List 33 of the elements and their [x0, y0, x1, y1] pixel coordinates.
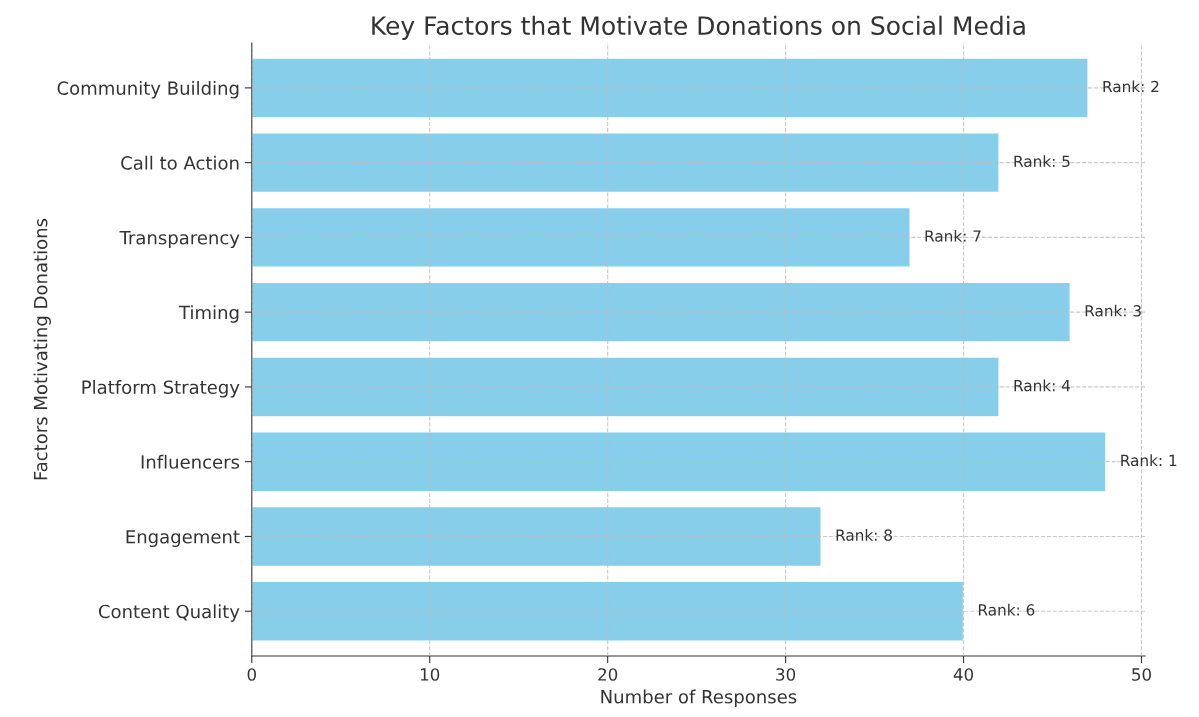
annotation: Rank: 3 — [1085, 304, 1141, 317]
y-tick-label: Platform Strategy — [82, 380, 240, 398]
y-tick-label: Content Quality — [98, 604, 240, 622]
annotation: Rank: 8 — [836, 529, 892, 541]
bar — [251, 206, 911, 268]
x-tick-label: 40 — [953, 668, 974, 681]
x-tick-label: 0 — [247, 668, 256, 681]
bar — [251, 281, 1072, 343]
bar — [251, 57, 1089, 119]
y-axis-title: Factors Motivating Donations — [33, 218, 51, 480]
x-tick-label: 30 — [776, 668, 796, 681]
y-tick-label: Transparency — [119, 231, 240, 249]
bar — [251, 132, 1000, 194]
x-tick-label: 20 — [598, 668, 618, 681]
annotation: Rank: 6 — [978, 603, 1035, 616]
annotation: Rank: 5 — [1014, 155, 1070, 168]
y-tick-label: Community Building — [57, 81, 239, 99]
annotation: Rank: 7 — [925, 230, 981, 242]
chart-title: Key Factors that Motivate Donations on Social Media — [372, 15, 1025, 40]
annotation: Rank: 2 — [1103, 80, 1159, 93]
x-tick-label: 50 — [1132, 668, 1151, 681]
y-tick-label: Influencers — [141, 454, 240, 469]
bar — [251, 505, 822, 568]
y-tick-label: Timing — [178, 305, 239, 323]
annotation: Rank: 1 — [1121, 454, 1177, 467]
y-tick-label: Engagement — [126, 530, 240, 548]
bar — [251, 431, 1107, 493]
annotation: Rank: 4 — [1014, 379, 1071, 392]
bar — [251, 356, 1000, 418]
x-tick-label: 10 — [420, 668, 440, 681]
bar — [251, 580, 965, 642]
y-tick-label: Call to Action — [121, 155, 239, 170]
x-axis-title: Number of Responses — [601, 689, 797, 708]
